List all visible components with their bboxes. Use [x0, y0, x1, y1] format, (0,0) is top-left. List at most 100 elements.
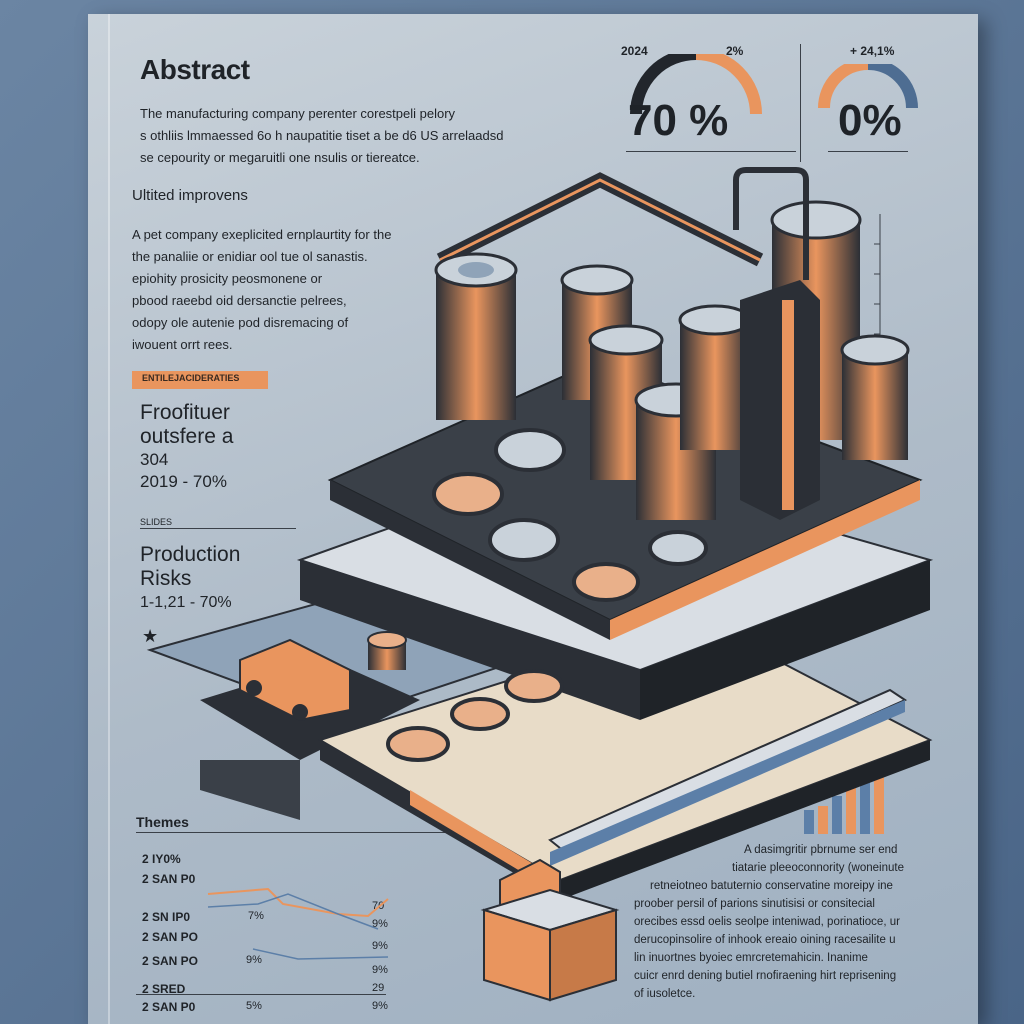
slides-label: SLIDES	[140, 517, 173, 527]
stat2-gauge-accent	[818, 64, 869, 109]
themes-row-value: 29	[372, 982, 385, 994]
themes-row-value: 9%	[372, 964, 388, 976]
orange-tag: ENTILEJACIDERATIES	[132, 371, 268, 389]
loose-tire	[504, 669, 564, 703]
machine-arm	[733, 167, 809, 280]
froofituer-line-2: outsfere a	[140, 425, 234, 448]
platform-top-right	[610, 480, 920, 640]
tire-stack	[678, 304, 752, 450]
right-para-line: orecibes essd oelis seolpe inteniwad, po…	[634, 916, 900, 928]
mini-bar	[804, 810, 814, 834]
themes-col-value: 9%	[246, 954, 262, 966]
stat-divider	[800, 44, 801, 162]
wall-frame-accent	[439, 178, 761, 262]
themes-series-blue	[207, 893, 379, 930]
platform-top-left	[330, 480, 610, 640]
mini-bar	[846, 786, 856, 834]
stat1-gauge-accent	[695, 54, 762, 115]
themes-row-value: 9%	[372, 918, 388, 930]
abstract-line-3: se cepourity or megaruitli one nsulis or…	[140, 150, 420, 165]
mini-bar	[832, 796, 842, 834]
themes-row-value: 9%	[372, 1000, 388, 1012]
truck	[239, 638, 351, 722]
side-scale	[874, 214, 881, 354]
loose-tire	[648, 530, 708, 566]
froofituer-line-1: Froofituer	[140, 401, 230, 424]
machine-column	[740, 280, 820, 520]
wall-frame	[436, 172, 764, 267]
tire-stack	[367, 631, 407, 670]
themes-col-value: 7%	[248, 910, 264, 922]
unit-line-2: the panaliie or enidiar ool tue ol sanas…	[132, 249, 368, 264]
mini-bar-chart	[804, 776, 884, 834]
stat2-label: + 24,1%	[850, 44, 895, 58]
right-para-line: tiatarie pleeoconnority (woneinute	[732, 862, 904, 874]
themes-row-label: 2 IY0%	[142, 852, 181, 866]
stat2-value: 0%	[838, 96, 902, 145]
themes-divider	[136, 994, 386, 995]
mini-bar	[874, 776, 884, 834]
themes-row-label: 2 SAN P0	[142, 872, 196, 886]
loose-tire	[488, 518, 560, 562]
conveyor	[548, 688, 908, 866]
right-para-line: proober persil of parions sinutisisi or …	[634, 898, 875, 910]
unit-section-heading: Ultited improvens	[132, 187, 248, 204]
stat2-underline	[828, 151, 908, 152]
themes-row-label: 2 SRED	[142, 982, 186, 996]
stat2-gauge	[818, 64, 918, 109]
box-stack	[480, 888, 620, 1002]
loose-tire	[386, 726, 450, 762]
loose-tire	[450, 697, 510, 731]
tire-stack	[588, 324, 664, 480]
abstract-line-2: s othliis lmmaessed 6o h naupatitie tise…	[140, 128, 504, 143]
themes-row-value: 9%	[372, 940, 388, 952]
tag-label: ENTILEJACIDERATIES	[142, 373, 240, 383]
stat2-gauge-blue	[867, 64, 918, 109]
right-para-line: retneiotneo batuternio conservatine more…	[650, 880, 893, 892]
production-line-3: 1-1,21 - 70%	[140, 594, 232, 611]
stat1-underline	[626, 151, 796, 152]
stat1-value: 70 %	[628, 96, 729, 145]
themes-heading: Themes	[136, 814, 189, 830]
abstract-line-1: The manufacturing company perenter cores…	[140, 106, 456, 121]
themes-series-orange	[207, 887, 389, 918]
right-para-line: derucopinsolire of inhook ereaio oining …	[634, 934, 896, 946]
unit-line-5: odopy ole autenie pod disremacing of	[132, 315, 349, 330]
unit-line-1: A pet company exeplicited ernplaurtity f…	[132, 227, 392, 242]
tire-stack	[840, 334, 910, 460]
themes-divider	[136, 832, 446, 833]
platform-mid-right	[640, 560, 930, 720]
stat1-year-right: 2%	[726, 44, 744, 58]
right-para-line: A dasimgritir pbrnume ser end	[744, 844, 898, 856]
tire-stack	[434, 252, 518, 420]
themes-series-blue-2	[252, 948, 389, 960]
right-para-line: lin inuortnes byoiec emrcretemahicin. In…	[634, 952, 868, 964]
unit-line-6: iwouent orrt rees.	[132, 337, 233, 352]
right-para-line: of iusoletce.	[634, 988, 696, 1000]
loose-tire	[494, 428, 566, 472]
themes-col-value: 5%	[246, 1000, 262, 1012]
mini-bar	[860, 780, 870, 834]
platform-base-right	[560, 740, 930, 900]
loose-tire	[432, 472, 504, 516]
stat1-gauge	[630, 54, 762, 115]
abstract-title: Abstract	[140, 54, 250, 85]
right-para-line: cuicr enrd dening butiel rnofiraening hi…	[634, 970, 897, 982]
mini-bar	[818, 806, 828, 834]
lower-block	[200, 760, 300, 820]
machine-stripe	[782, 300, 794, 510]
themes-row-label: 2 SAN PO	[142, 954, 199, 968]
themes-line-chart	[207, 887, 389, 960]
loose-tire	[572, 562, 640, 602]
star-icon: ★	[142, 626, 159, 646]
themes-row-label: 2 SAN PO	[142, 930, 199, 944]
unit-line-3: epiohity prosicity peosmonene or	[132, 271, 323, 286]
production-line-2: Risks	[140, 567, 192, 590]
divider-line	[140, 528, 296, 529]
unit-line-4: pbood raeebd oid dersanctie pelrees,	[132, 293, 347, 308]
themes-row-label: 2 SN IP0	[142, 910, 191, 924]
stat1-gauge-dark	[630, 54, 697, 115]
stat1-year-left: 2024	[621, 44, 648, 58]
production-line-1: Production	[140, 543, 241, 566]
